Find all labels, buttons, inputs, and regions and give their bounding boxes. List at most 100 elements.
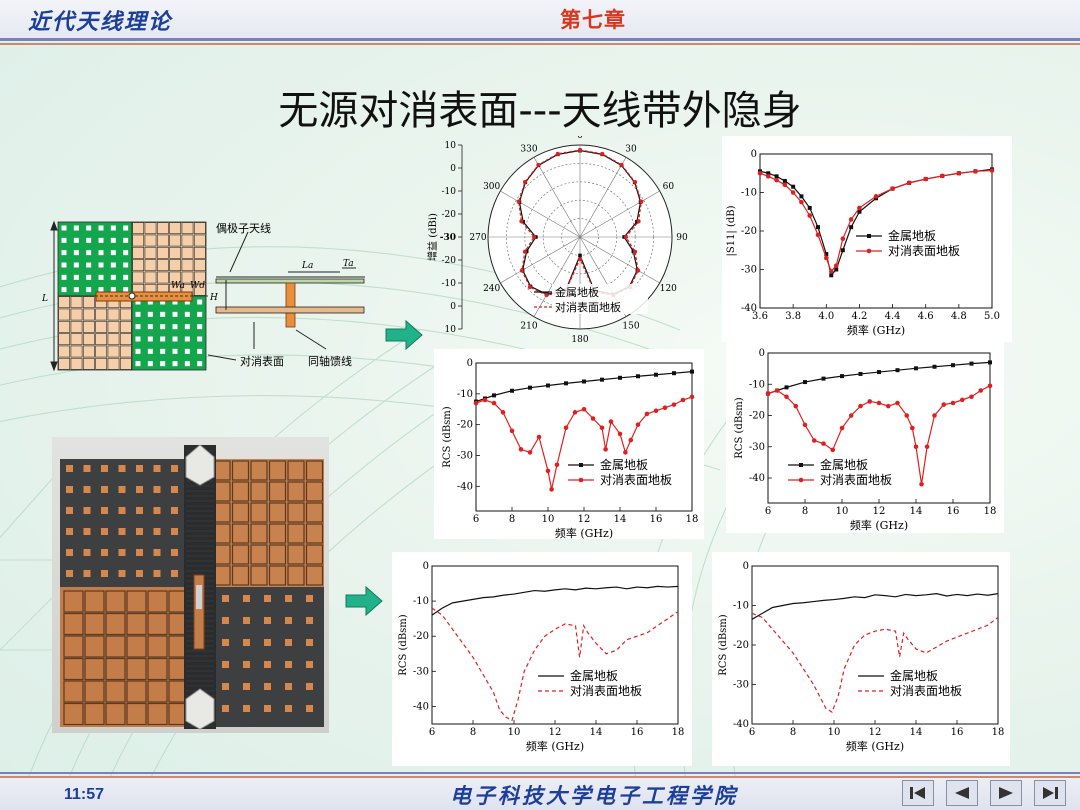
polar-point xyxy=(522,179,527,184)
last-icon xyxy=(1043,787,1058,799)
polar-point xyxy=(578,257,582,262)
nav-last-button[interactable] xyxy=(1034,780,1066,806)
legend-entry: 对消表面地板 xyxy=(600,473,672,487)
polar-point xyxy=(527,285,532,290)
data-point xyxy=(563,425,569,431)
data-point xyxy=(662,405,668,411)
data-point xyxy=(821,376,826,381)
tile-quadrant xyxy=(57,295,133,371)
x-tick-label: 14 xyxy=(910,506,923,517)
legend-entry: 金属地板 xyxy=(820,457,868,472)
y-tick-label: -40 xyxy=(733,719,749,730)
polar-point xyxy=(516,199,521,204)
next-icon xyxy=(999,787,1013,799)
legend-entry: 金属地板 xyxy=(890,668,938,683)
data-point xyxy=(803,380,807,385)
plot-frame xyxy=(475,362,693,512)
x-tick-label: 6 xyxy=(473,514,479,525)
data-point xyxy=(782,182,788,188)
data-point xyxy=(791,184,796,189)
x-tick-label: 4.4 xyxy=(885,311,901,322)
data-point xyxy=(784,385,789,390)
x-axis-label: 频率 (GHz) xyxy=(555,526,613,539)
data-point xyxy=(536,434,542,440)
data-point xyxy=(824,252,829,257)
data-point xyxy=(600,377,604,382)
nav-next-button[interactable] xyxy=(990,780,1022,806)
data-point xyxy=(793,403,799,409)
dim-label-Wa: Wa xyxy=(171,281,185,291)
legend-entry: 金属地板 xyxy=(888,228,936,243)
polar-point xyxy=(544,293,549,298)
data-point xyxy=(802,422,808,428)
header-rule-accent xyxy=(0,43,1080,45)
data-point xyxy=(885,403,891,409)
prev-icon xyxy=(955,787,969,799)
label-cancel-surface: 对消表面 xyxy=(240,354,284,368)
nav-prev-button[interactable] xyxy=(946,780,978,806)
data-point xyxy=(877,370,881,375)
data-point xyxy=(581,406,587,412)
y-tick-label: -20 xyxy=(413,631,429,642)
dipole-side xyxy=(215,278,365,284)
polar-angle-label: 180 xyxy=(571,335,588,345)
data-point xyxy=(910,425,915,431)
x-tick-label: 3.6 xyxy=(752,311,768,322)
x-axis-label: 频率 (GHz) xyxy=(850,518,908,532)
y-tick-label: 0 xyxy=(423,561,429,572)
y-axis-label: RCS (dBsm) xyxy=(398,614,409,675)
data-point xyxy=(858,371,863,376)
data-point xyxy=(867,399,873,404)
rcs-chart-sim-a: 6 8 10 12 14 16 18 0 -10 -20 -30 -40 频率 (GHz) RCS (dB… xyxy=(398,561,684,753)
first-icon xyxy=(910,787,925,799)
polar-gain-chart: 0 30 60 90 120 150 180 210 240 270 300 330 10 0 -10 -20… xyxy=(426,131,688,345)
footer-rule xyxy=(0,772,1080,774)
legend-entry: 金属地板 xyxy=(600,457,648,472)
nav-first-button[interactable] xyxy=(902,780,934,806)
y-tick-label: -20 xyxy=(749,411,765,422)
data-point xyxy=(913,444,919,450)
data-point xyxy=(689,394,695,400)
data-point xyxy=(848,217,854,222)
data-point xyxy=(549,487,554,492)
dim-label-L: L xyxy=(41,294,48,304)
data-point xyxy=(857,209,862,214)
data-point xyxy=(799,199,804,205)
data-point xyxy=(672,371,676,376)
polar-r-tick-label: -20 xyxy=(442,210,457,220)
data-point xyxy=(473,400,479,406)
data-point xyxy=(518,447,524,452)
legend-entry: 金属地板 xyxy=(570,668,618,683)
polar-point xyxy=(536,162,541,167)
data-point xyxy=(608,419,614,424)
data-point xyxy=(821,441,826,446)
x-tick-label: 10 xyxy=(828,727,841,738)
legend-entry: 对消表面地板 xyxy=(820,473,892,487)
x-tick-label: 4.2 xyxy=(851,311,867,322)
data-point xyxy=(811,438,817,443)
data-point xyxy=(941,402,947,407)
x-tick-label: 6 xyxy=(749,727,755,738)
data-point xyxy=(766,171,771,176)
data-point xyxy=(618,375,622,380)
x-tick-label: 3.8 xyxy=(785,311,801,322)
x-tick-label: 16 xyxy=(631,727,644,738)
y-tick-label: -30 xyxy=(749,442,765,453)
y-tick-label: -20 xyxy=(457,420,473,431)
data-point xyxy=(590,416,596,421)
data-point xyxy=(876,400,882,406)
dim-label-La: La xyxy=(301,261,313,271)
data-point xyxy=(757,170,763,176)
data-point xyxy=(919,481,924,487)
data-point xyxy=(635,422,641,427)
data-point xyxy=(906,180,912,186)
data-point xyxy=(840,248,845,253)
slide-title: 无源对消表面---天线带外隐身 xyxy=(278,88,802,134)
polar-r-tick-label: -30 xyxy=(440,233,456,243)
data-point xyxy=(654,372,658,377)
polar-angle-label: 240 xyxy=(483,284,500,294)
polar-point xyxy=(519,268,524,273)
data-point xyxy=(509,428,515,434)
polar-point xyxy=(636,268,641,273)
